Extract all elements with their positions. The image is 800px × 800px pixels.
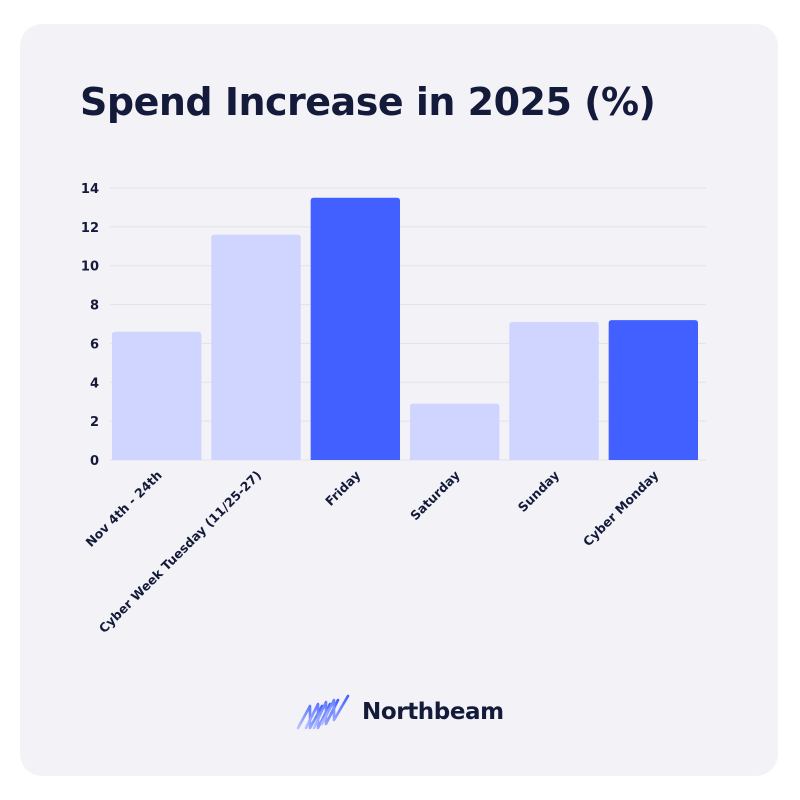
bar (112, 331, 202, 460)
y-tick-label: 6 (90, 337, 99, 352)
y-tick-label: 2 (90, 415, 99, 430)
y-tick-label: 8 (90, 299, 99, 314)
brand-name: Northbeam (362, 699, 504, 725)
chart-title: Spend Increase in 2025 (%) (80, 80, 656, 124)
y-tick-label: 4 (90, 376, 99, 391)
brand-logo: Northbeam (296, 692, 504, 732)
y-tick-label: 14 (81, 182, 99, 197)
y-tick-label: 10 (81, 260, 99, 275)
y-tick-label: 0 (90, 454, 99, 469)
x-tick-label: Nov 4th - 24th (83, 468, 165, 550)
x-tick-label: Cyber Monday (580, 468, 662, 550)
x-tick-label: Sunday (515, 468, 562, 515)
y-tick-label: 12 (81, 221, 99, 236)
bar (410, 403, 500, 460)
bar (310, 197, 400, 460)
bar (608, 320, 698, 460)
bar (509, 322, 599, 460)
x-tick-label: Friday (322, 468, 363, 509)
bar (211, 234, 301, 460)
x-tick-label: Cyber Week Tuesday (11/25-27) (96, 468, 264, 636)
northbeam-logo-icon (296, 694, 350, 730)
x-tick-label: Saturday (407, 468, 463, 524)
